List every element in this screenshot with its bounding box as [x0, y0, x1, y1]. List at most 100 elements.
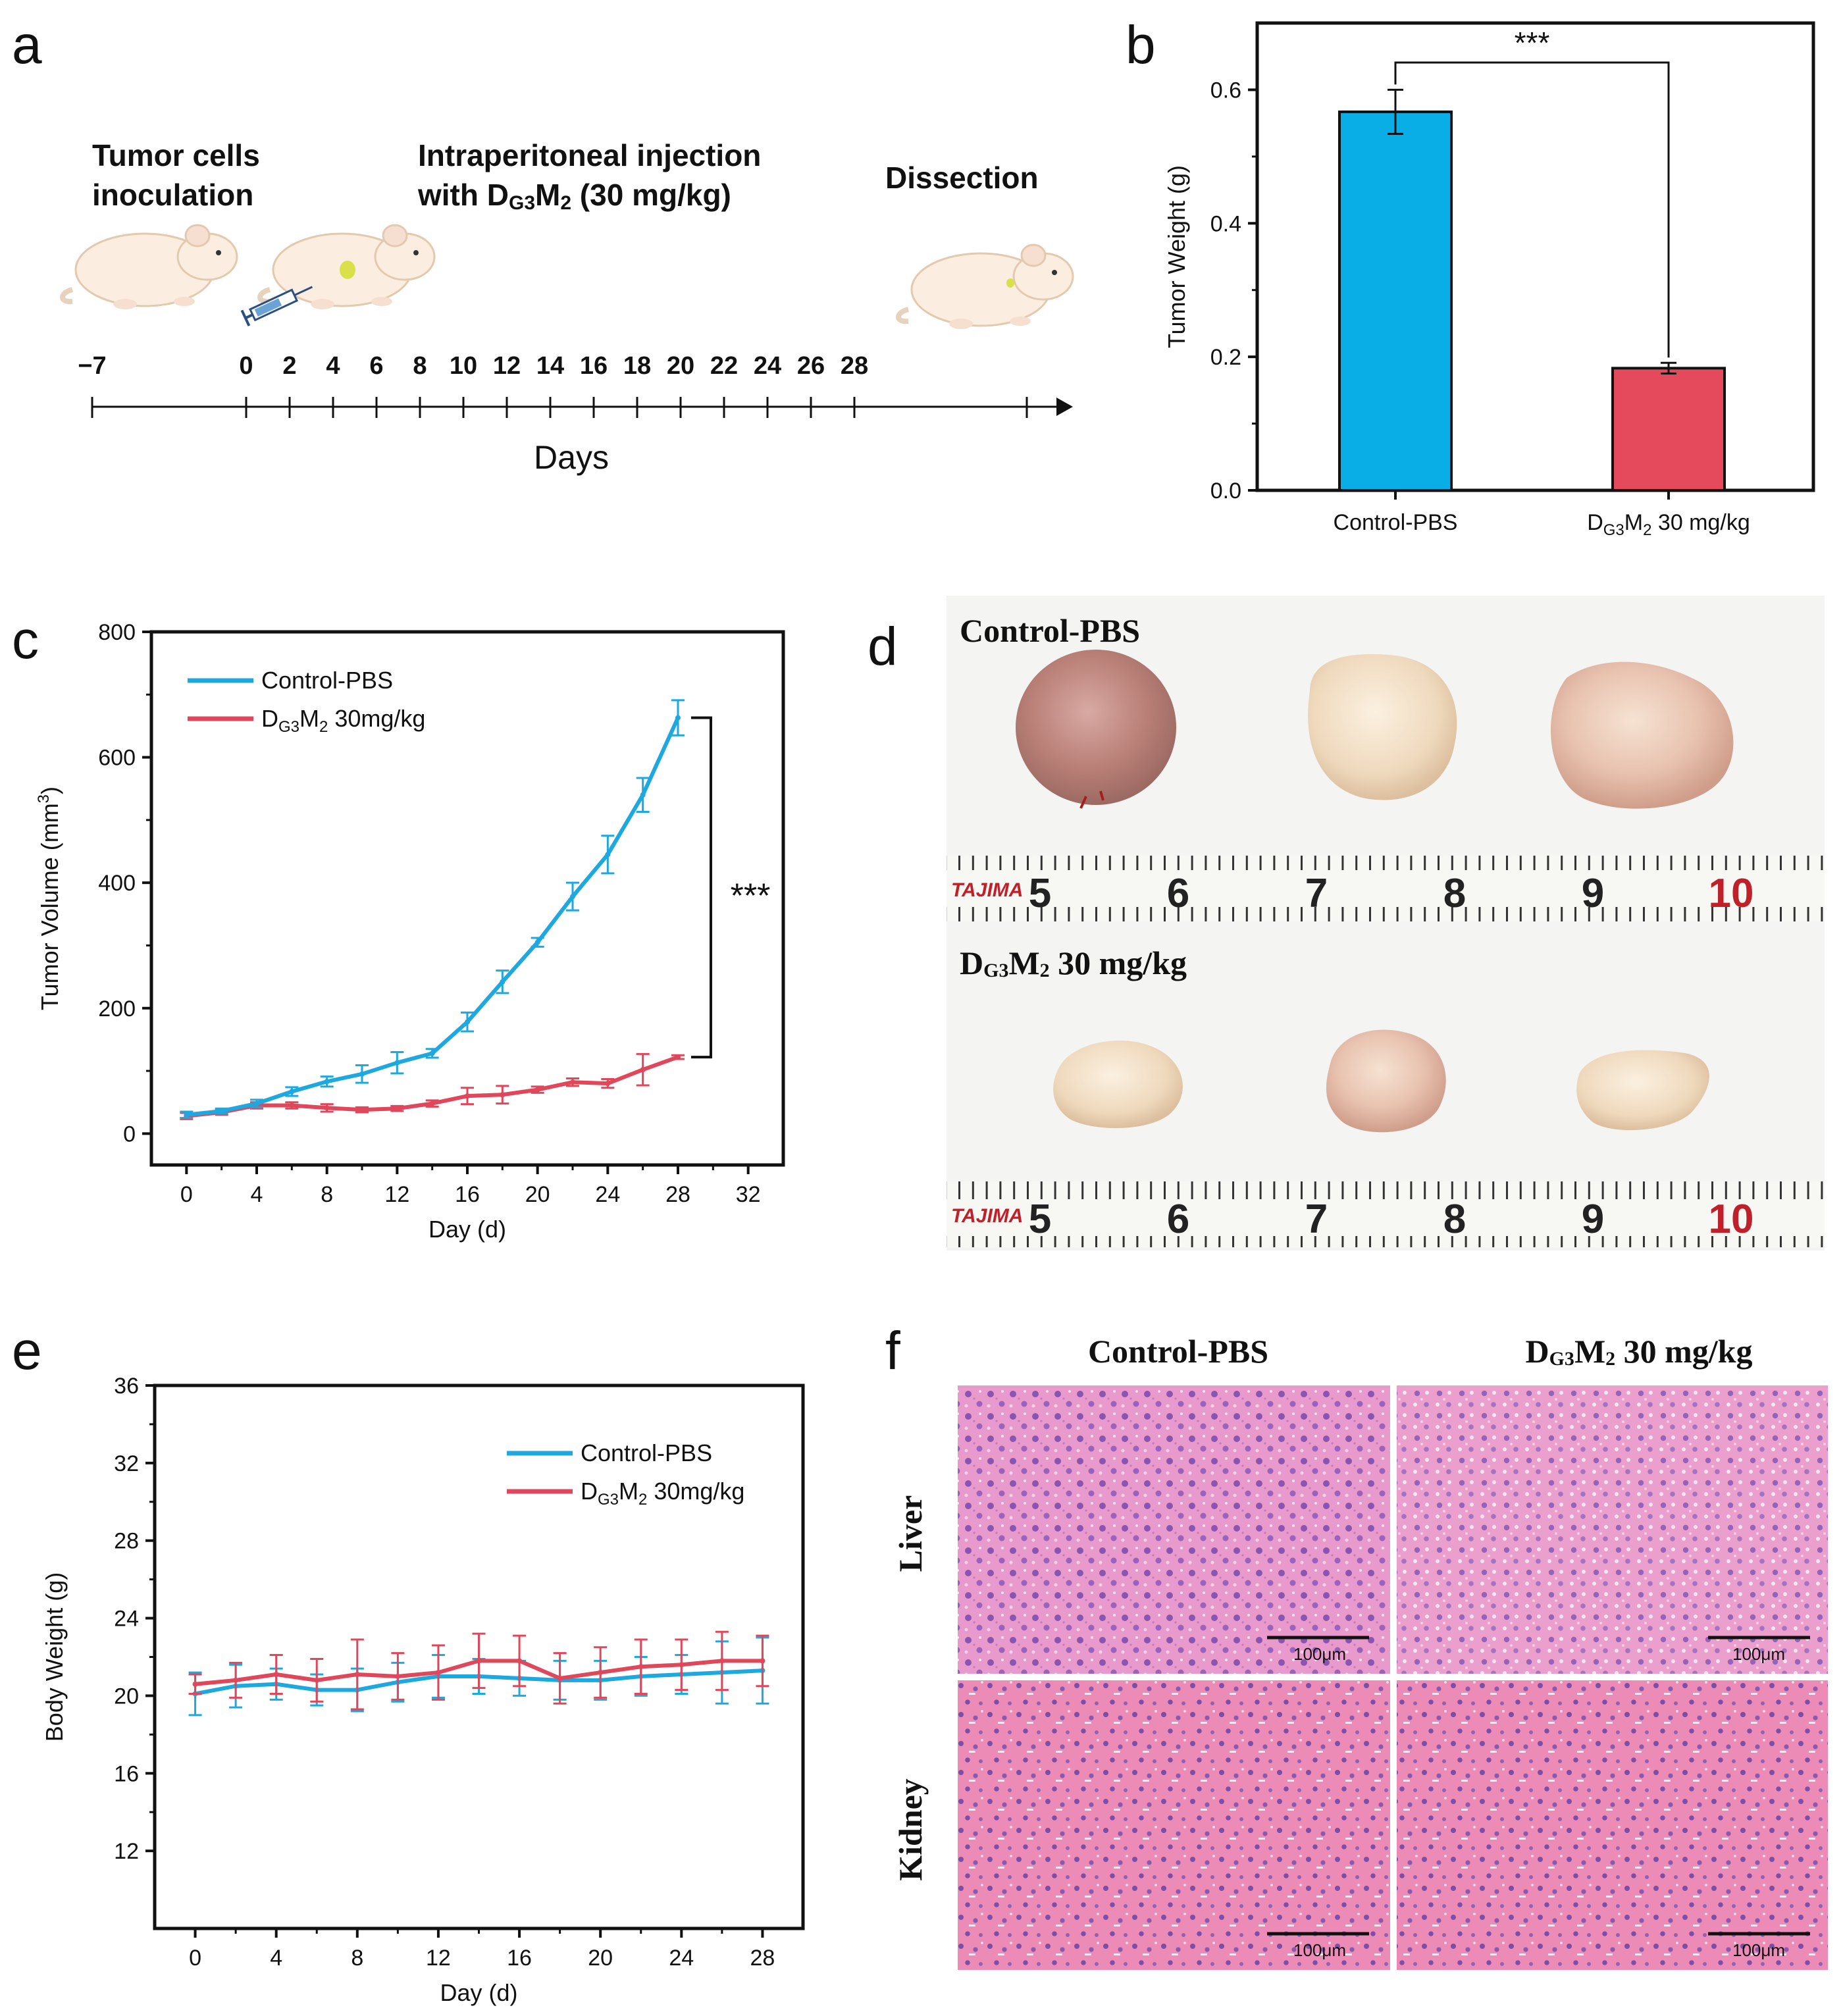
y-tick-label: 0.6	[1210, 78, 1241, 103]
y-tick-label: 200	[98, 996, 136, 1021]
data-point	[394, 1106, 400, 1112]
significance-marker: ***	[1515, 26, 1550, 60]
histology-row-kidney: Kidney	[892, 1778, 929, 1881]
y-tick-label: 0.2	[1210, 345, 1241, 370]
significance-bracket	[1394, 61, 1670, 358]
x-axis-label: Day (d)	[440, 1979, 517, 2006]
data-point	[500, 1092, 506, 1098]
data-point	[354, 1672, 360, 1678]
y-tick-label: 36	[114, 1374, 139, 1399]
ruler: TAJIMA 5 6 7 8 9 10	[947, 1181, 1825, 1247]
panel-label-c: c	[12, 610, 39, 670]
scale-bar: 100μm	[1708, 1636, 1810, 1664]
y-tick-label: 20	[114, 1684, 139, 1709]
y-tick-label: 600	[98, 746, 136, 771]
timeline-tick-label: 12	[493, 352, 521, 380]
panel-b: b 0.0 0.2 0.4 0.6 Tumor Weight (g) Control-PB…	[1126, 15, 1815, 539]
data-point	[570, 894, 575, 900]
tumor-treated-1	[1053, 1041, 1183, 1128]
ruler-number: 7	[1305, 871, 1328, 916]
timeline-tick-label: 2	[282, 352, 296, 380]
panel-e: e 0 4 8 12 16 20 24 28 12 16 20 24 28 32 36 Day (d) Body…	[12, 1321, 805, 2006]
data-point	[289, 1102, 295, 1108]
y-axis-label: Tumor Weight (g)	[1163, 165, 1190, 348]
x-tick-label: 32	[736, 1182, 761, 1207]
x-tick-label: 28	[665, 1182, 690, 1207]
panel-label-b: b	[1126, 15, 1156, 75]
data-point	[395, 1673, 401, 1679]
x-tick-label: 0	[180, 1182, 193, 1207]
timeline-axis-label: Days	[534, 439, 609, 476]
y-tick-label: 24	[114, 1607, 139, 1632]
timeline-tick-label: 20	[667, 352, 694, 380]
panel-label-d: d	[868, 617, 898, 677]
panel-f: f Control-PBS DG3M2 30 mg/kg Liver Kidne…	[885, 1321, 1828, 1970]
data-point	[219, 1108, 224, 1114]
panel-label-e: e	[12, 1321, 42, 1381]
timeline-tick-label: 22	[710, 352, 738, 380]
data-point	[476, 1658, 482, 1664]
histology-liver-treated	[1397, 1385, 1828, 1674]
y-tick-label: 800	[98, 620, 136, 645]
data-point	[500, 979, 506, 985]
data-point	[465, 1093, 470, 1099]
data-point	[570, 1079, 575, 1085]
ruler-number: 6	[1167, 871, 1189, 916]
timeline-tick-label: 24	[754, 352, 781, 380]
significance-marker: ***	[731, 877, 771, 915]
tumor-control-2	[1308, 654, 1457, 800]
data-point	[605, 852, 611, 858]
x-tick-label: 20	[588, 1946, 613, 1971]
data-point	[719, 1658, 725, 1664]
data-point	[534, 939, 540, 945]
data-point	[359, 1107, 365, 1113]
mouse-icon	[60, 224, 238, 309]
data-point	[640, 792, 646, 798]
tumor-control-3	[1551, 661, 1734, 809]
timeline-tick-label: 8	[413, 352, 427, 380]
data-point	[517, 1658, 523, 1664]
ruler-number: 5	[1029, 871, 1051, 916]
photo-title-treated: DG3M2 30 mg/kg	[960, 944, 1187, 981]
y-axis-label: Body Weight (g)	[41, 1572, 68, 1742]
data-point	[429, 1050, 435, 1056]
legend-label: DG3M2 30mg/kg	[261, 705, 425, 736]
data-point	[640, 1067, 646, 1073]
data-point	[394, 1060, 400, 1066]
chart-b: 0.0 0.2 0.4 0.6 Tumor Weight (g) Control-PBS D…	[1163, 21, 1815, 539]
ruler-number: 9	[1582, 1197, 1604, 1242]
phase-injection-line1: Intraperitoneal injection	[418, 138, 761, 172]
x-tick-label: 0	[189, 1946, 201, 1971]
ruler-brand: TAJIMA	[951, 1205, 1023, 1227]
data-point	[675, 715, 681, 721]
plot-frame	[149, 630, 785, 1167]
data-point	[359, 1071, 365, 1077]
data-point	[435, 1670, 441, 1676]
x-tick-label: DG3M2 30 mg/kg	[1587, 510, 1750, 539]
timeline-tick-label: 26	[797, 352, 825, 380]
timeline-tick-label: 6	[369, 352, 383, 380]
phase-inoculation-line2: inoculation	[92, 178, 253, 212]
timeline-tick-label: 10	[450, 352, 477, 380]
data-point	[254, 1100, 259, 1106]
data-point	[465, 1019, 470, 1025]
legend-label: Control-PBS	[581, 1439, 712, 1466]
x-tick-label: Control-PBS	[1334, 510, 1458, 535]
scale-bar: 100μm	[1708, 1932, 1810, 1960]
data-point	[557, 1675, 563, 1681]
scale-bar-label: 100μm	[1732, 1940, 1785, 1960]
bar	[1338, 110, 1453, 492]
histology-kidney-control	[958, 1680, 1390, 1970]
scale-bar-label: 100μm	[1293, 1940, 1346, 1960]
timeline-tick-label: −7	[78, 352, 106, 380]
timeline-tick-label: 16	[580, 352, 608, 380]
scale-bar-label: 100μm	[1293, 1644, 1346, 1664]
data-point	[598, 1670, 604, 1676]
data-point	[675, 1054, 681, 1060]
y-tick-label: 12	[114, 1839, 139, 1864]
y-tick-label: 32	[114, 1451, 139, 1476]
x-tick-label: 20	[525, 1182, 550, 1207]
ruler: TAJIMA 5 6 7 8 9 10	[947, 856, 1825, 921]
timeline-ticks: −7 0 2 4 6 8 10 12 14 16 18 20 22 24 26 28	[78, 352, 868, 418]
scale-bar: 100μm	[1267, 1636, 1369, 1664]
